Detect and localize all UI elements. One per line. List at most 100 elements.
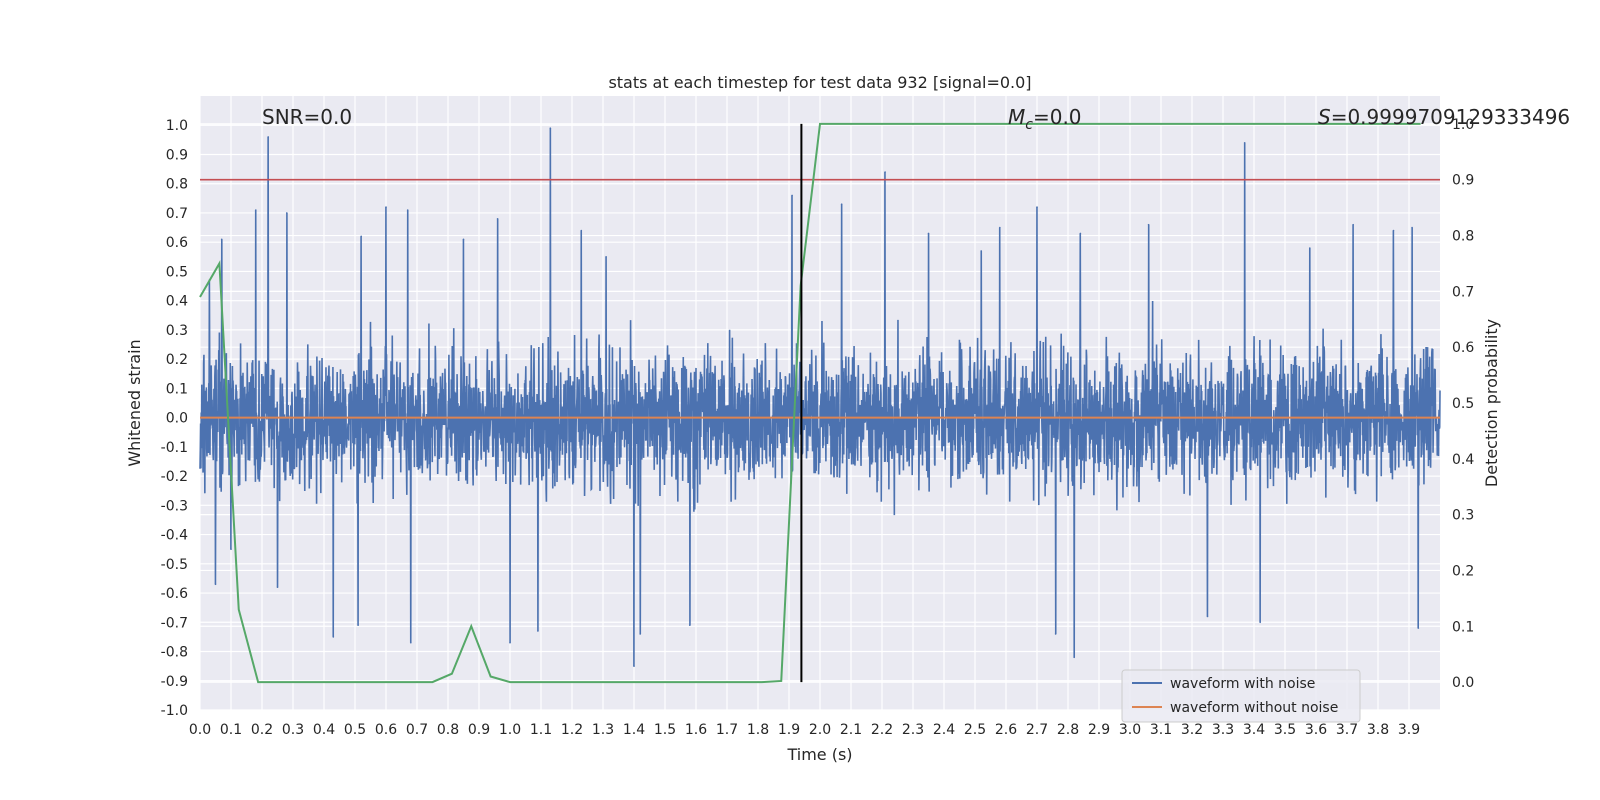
- legend-label-clean: waveform without noise: [1170, 700, 1338, 716]
- x-tick-label-5: 0.5: [344, 722, 366, 738]
- y2-axis-label: Detection probability: [1482, 319, 1501, 487]
- y2-tick-label-3: 0.3: [1452, 508, 1474, 524]
- x-tick-label-10: 1.0: [499, 722, 521, 738]
- x-tick-label-35: 3.5: [1274, 722, 1296, 738]
- y-tick-label-0: -1.0: [161, 703, 188, 719]
- legend: waveform with noise waveform without noi…: [1121, 669, 1361, 723]
- y2-tick-label-10: 1.0: [1452, 117, 1474, 133]
- x-tick-label-29: 2.9: [1088, 722, 1110, 738]
- noise-trace: [199, 128, 1441, 667]
- noise-spike-point-9: [357, 624, 359, 627]
- y2-tick-label-7: 0.7: [1452, 284, 1474, 300]
- x-tick-label-36: 3.6: [1305, 722, 1327, 738]
- y-axis-label: Whitened strain: [125, 339, 144, 466]
- x-tick-label-20: 2.0: [809, 722, 831, 738]
- y-tick-label-2: -0.8: [161, 645, 188, 661]
- noise-spike-point-5: [267, 136, 270, 138]
- noise-spike-point-36: [1243, 141, 1246, 144]
- x-axis-label: Time (s): [786, 745, 852, 764]
- x-tick-label-1: 0.1: [220, 722, 242, 738]
- x-tick-label-22: 2.2: [871, 722, 893, 738]
- x-tick-label-26: 2.6: [995, 722, 1017, 738]
- x-tick-label-30: 3.0: [1119, 722, 1141, 738]
- noise-spike-point-23: [689, 624, 691, 627]
- y-tick-label-12: 0.2: [166, 352, 188, 368]
- noise-spike-point-40: [1392, 229, 1395, 232]
- x-tick-label-15: 1.5: [654, 722, 676, 738]
- s-value: =0.9999709129333496: [1331, 105, 1570, 129]
- x-tick-label-27: 2.7: [1026, 722, 1048, 738]
- noise-spike-point-35: [1206, 615, 1209, 618]
- y-tick-label-19: 0.9: [166, 147, 188, 163]
- y2-tick-label-8: 0.8: [1452, 229, 1474, 245]
- y-tick-label-20: 1.0: [166, 118, 188, 134]
- legend-label-noise: waveform with noise: [1170, 676, 1315, 692]
- x-tick-label-13: 1.3: [592, 722, 614, 738]
- noise-spike-point-2: [220, 238, 223, 241]
- y-tick-labels: -1.0 -0.9 -0.8 -0.7 -0.6 -0.5 -0.4 -0.3 -0.2 -0.1…: [161, 118, 188, 719]
- noise-spike-point-7: [286, 212, 288, 214]
- y2-tick-label-0: 0.0: [1452, 675, 1474, 691]
- noise-spike-point-21: [633, 665, 635, 667]
- x-tick-label-18: 1.8: [747, 722, 769, 738]
- y2-tick-label-5: 0.5: [1452, 396, 1474, 412]
- y-tick-label-10: 0.0: [166, 411, 188, 427]
- y-tick-label-4: -0.6: [161, 586, 188, 602]
- mc-subscript: c: [1025, 117, 1033, 133]
- x-tick-label-2: 0.2: [251, 722, 273, 738]
- noise-spike-point-42: [1417, 627, 1420, 629]
- detection-probability-line: [199, 122, 1421, 684]
- noise-spike-point-39: [1352, 223, 1354, 226]
- noise-spike-point-37: [1259, 621, 1261, 624]
- y-tick-label-15: 0.5: [166, 264, 188, 280]
- x-tick-label-4: 0.4: [313, 722, 335, 738]
- y-tick-label-11: 0.1: [166, 381, 188, 397]
- noise-spike-point-10: [360, 235, 363, 238]
- noise-spike-point-27: [927, 232, 930, 235]
- y2-tick-labels: 0.0 0.1 0.2 0.3 0.4 0.5 0.6 0.7 0.8 0.9 1.0: [1452, 117, 1474, 691]
- y-tick-label-18: 0.8: [166, 177, 188, 193]
- snr-annotation: SNR=0.0: [262, 105, 352, 129]
- x-tick-label-7: 0.7: [406, 722, 428, 738]
- noise-spike-point-17: [537, 630, 539, 632]
- y-tick-label-5: -0.5: [161, 557, 188, 573]
- noise-spike-point-29: [999, 226, 1001, 229]
- y2-tick-label-1: 0.1: [1452, 619, 1474, 635]
- noise-spike-point-15: [496, 218, 499, 220]
- y2-tick-label-9: 0.9: [1452, 173, 1474, 189]
- x-tick-label-14: 1.4: [623, 722, 645, 738]
- legend-box: [1121, 669, 1361, 723]
- y-tick-label-14: 0.4: [166, 294, 188, 310]
- y-tick-label-9: -0.1: [161, 440, 188, 456]
- mc-annotation: Mc=0.0: [1008, 105, 1082, 133]
- noise-spike-point-19: [580, 229, 583, 232]
- x-tick-label-11: 1.1: [530, 722, 552, 738]
- x-tick-label-39: 3.9: [1398, 722, 1420, 738]
- mc-symbol: M: [1008, 105, 1025, 129]
- y2-tick-label-4: 0.4: [1452, 452, 1474, 468]
- noise-spike-point-11: [385, 206, 387, 208]
- x-tick-label-0: 0.0: [189, 722, 211, 738]
- noise-spike-point-34: [1147, 223, 1150, 226]
- x-tick-label-32: 3.2: [1181, 722, 1203, 738]
- x-tick-label-33: 3.3: [1212, 722, 1234, 738]
- noise-spike-point-33: [1079, 232, 1082, 235]
- x-tick-label-17: 1.7: [716, 722, 738, 738]
- noise-spike-point-18: [549, 127, 552, 129]
- y-tick-label-3: -0.7: [161, 615, 188, 631]
- x-tick-labels: 0.0 0.1 0.2 0.3 0.4 0.5 0.6 0.7 0.8 0.9 1.0 1.1 1.2 1…: [189, 722, 1420, 738]
- noise-spike-point-8: [332, 636, 335, 638]
- waveform-with-noise: [199, 127, 1441, 667]
- x-tick-label-8: 0.8: [437, 722, 459, 738]
- noise-spike-point-24: [791, 194, 793, 197]
- x-tick-label-23: 2.3: [902, 722, 924, 738]
- noise-spike-point-12: [406, 209, 409, 211]
- s-symbol: S: [1318, 105, 1331, 129]
- x-tick-label-34: 3.4: [1243, 722, 1265, 738]
- x-tick-label-3: 0.3: [282, 722, 304, 738]
- y-tick-label-6: -0.4: [161, 528, 188, 544]
- y-tick-label-17: 0.7: [166, 206, 188, 222]
- x-tick-label-21: 2.1: [840, 722, 862, 738]
- mc-value: =0.0: [1033, 105, 1082, 129]
